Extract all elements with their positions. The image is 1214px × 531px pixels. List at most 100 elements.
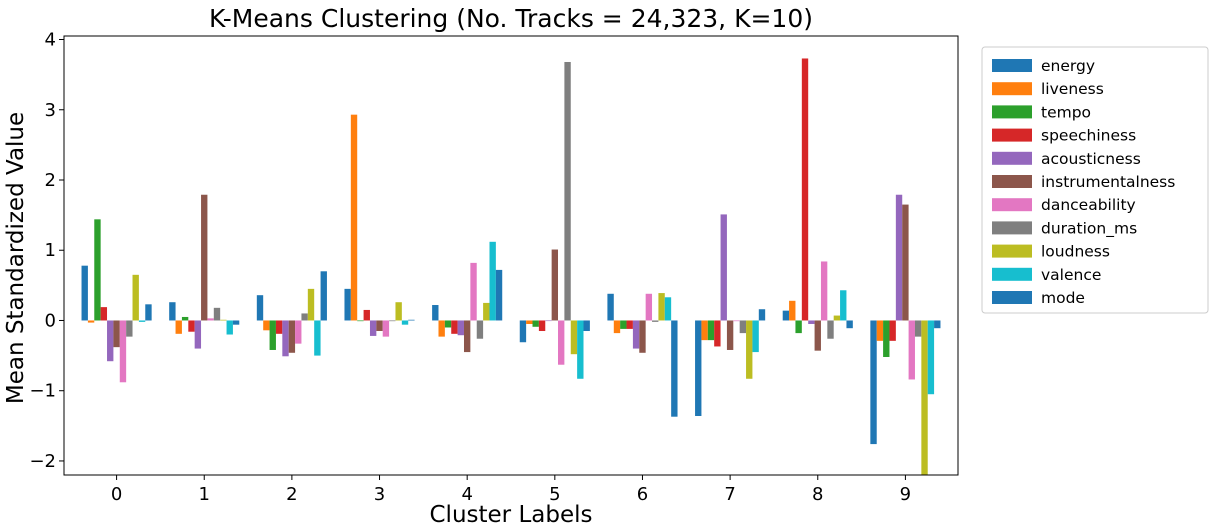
bar-mode-cluster-5 — [583, 320, 590, 332]
x-tick-label: 0 — [111, 484, 122, 505]
legend-swatch-speechiness — [992, 128, 1032, 142]
legend-label-acousticness: acousticness — [1041, 150, 1141, 168]
legend-label-instrumentalness: instrumentalness — [1041, 173, 1175, 191]
legend-label-liveness: liveness — [1041, 80, 1104, 98]
legend-label-danceability: danceability — [1041, 196, 1136, 214]
bar-duration_ms-cluster-3 — [389, 320, 396, 322]
bar-energy-cluster-8 — [782, 310, 790, 321]
bar-instrumentalness-cluster-9 — [902, 204, 909, 321]
x-tick-label: 7 — [724, 484, 735, 505]
bar-tempo-cluster-6 — [620, 320, 627, 329]
legend-swatch-mode — [992, 291, 1032, 304]
y-tick-label: −2 — [29, 451, 56, 472]
bar-loudness-cluster-8 — [833, 315, 841, 321]
bar-valence-cluster-1 — [226, 320, 233, 335]
legend-swatch-tempo — [992, 105, 1032, 119]
bar-danceability-cluster-7 — [733, 320, 740, 322]
bar-instrumentalness-cluster-4 — [463, 320, 471, 353]
y-tick-label: 4 — [45, 30, 56, 51]
legend-swatch-valence — [992, 267, 1032, 281]
bar-mode-cluster-2 — [320, 271, 327, 321]
bar-loudness-cluster-7 — [746, 320, 753, 379]
bar-duration_ms-cluster-5 — [564, 61, 571, 321]
bar-danceability-cluster-6 — [645, 293, 653, 321]
bar-instrumentalness-cluster-0 — [113, 320, 120, 348]
bar-valence-cluster-6 — [664, 297, 672, 321]
bar-energy-cluster-3 — [344, 288, 351, 321]
bar-mode-cluster-1 — [232, 320, 240, 325]
bar-mode-cluster-8 — [846, 320, 853, 329]
bar-valence-cluster-5 — [577, 320, 584, 379]
bar-energy-cluster-9 — [870, 320, 877, 445]
bar-mode-cluster-6 — [671, 320, 678, 417]
bar-loudness-cluster-6 — [658, 293, 665, 321]
legend-swatch-instrumentalness — [992, 175, 1032, 188]
bar-valence-cluster-7 — [752, 320, 759, 353]
bar-liveness-cluster-2 — [263, 320, 270, 331]
legend-swatch-liveness — [992, 82, 1032, 96]
bar-energy-cluster-1 — [169, 302, 176, 321]
plot-frame — [63, 35, 959, 476]
x-tick-label: 3 — [374, 484, 385, 505]
bar-mode-cluster-4 — [495, 269, 503, 321]
legend-swatch-energy — [992, 59, 1032, 72]
bar-acousticness-cluster-2 — [282, 320, 289, 357]
legend-label-mode: mode — [1041, 289, 1085, 307]
bar-mode-cluster-0 — [145, 304, 152, 321]
bar-acousticness-cluster-7 — [720, 214, 727, 321]
bar-liveness-cluster-3 — [350, 114, 358, 321]
bar-acousticness-cluster-4 — [457, 320, 464, 336]
bar-tempo-cluster-1 — [181, 316, 189, 321]
bar-tempo-cluster-0 — [94, 219, 101, 321]
legend-swatch-duration_ms — [992, 221, 1032, 235]
bar-mode-cluster-7 — [758, 309, 766, 321]
bar-loudness-cluster-5 — [570, 320, 578, 355]
bar-energy-cluster-7 — [695, 320, 702, 416]
bar-speechiness-cluster-9 — [889, 320, 896, 341]
bar-valence-cluster-2 — [314, 320, 321, 356]
legend-swatch-loudness — [992, 244, 1032, 258]
y-tick-label: 0 — [45, 310, 56, 331]
x-tick-label: 2 — [286, 484, 297, 505]
bar-valence-cluster-8 — [840, 290, 847, 321]
bar-energy-cluster-4 — [432, 305, 439, 321]
legend-label-speechiness: speechiness — [1041, 127, 1136, 145]
x-axis-label: Cluster Labels — [430, 502, 593, 528]
y-ticks: −2 −1 0 1 2 3 4 — [29, 30, 64, 472]
bar-acousticness-cluster-0 — [107, 320, 114, 362]
bar-speechiness-cluster-8 — [801, 58, 809, 321]
bar-danceability-cluster-8 — [820, 261, 828, 321]
bar-instrumentalness-cluster-8 — [814, 320, 821, 351]
x-tick-label: 8 — [812, 484, 823, 505]
bar-duration_ms-cluster-9 — [914, 320, 922, 337]
bar-acousticness-cluster-6 — [632, 320, 640, 349]
bar-instrumentalness-cluster-5 — [551, 249, 559, 321]
bar-mode-cluster-9 — [934, 320, 941, 329]
bar-liveness-cluster-8 — [789, 300, 796, 321]
bar-loudness-cluster-4 — [483, 302, 490, 321]
bar-liveness-cluster-5 — [526, 320, 533, 324]
legend-label-energy: energy — [1041, 57, 1095, 75]
bar-tempo-cluster-4 — [444, 320, 452, 328]
bar-acousticness-cluster-3 — [369, 320, 377, 336]
legend-label-loudness: loudness — [1041, 243, 1110, 261]
legend-swatch-acousticness — [992, 151, 1032, 165]
legend-label-duration_ms: duration_ms — [1041, 219, 1137, 238]
bar-valence-cluster-4 — [489, 241, 496, 321]
bar-danceability-cluster-2 — [295, 320, 302, 344]
bar-tempo-cluster-2 — [269, 320, 276, 350]
bar-duration_ms-cluster-2 — [301, 313, 308, 321]
y-axis-label: Mean Standardized Value — [3, 112, 29, 404]
x-tick-label: 9 — [900, 484, 911, 505]
bar-speechiness-cluster-1 — [188, 320, 195, 332]
bar-danceability-cluster-1 — [207, 318, 214, 321]
x-ticks: 0 1 2 3 4 5 6 7 8 9 — [111, 475, 911, 505]
bar-liveness-cluster-4 — [438, 320, 445, 337]
bar-duration_ms-cluster-7 — [739, 320, 747, 334]
bar-danceability-cluster-9 — [908, 320, 915, 380]
legend-label-tempo: tempo — [1041, 103, 1091, 121]
y-tick-label: −1 — [29, 381, 56, 402]
y-tick-label: 2 — [45, 170, 56, 191]
bar-duration_ms-cluster-1 — [213, 307, 221, 321]
